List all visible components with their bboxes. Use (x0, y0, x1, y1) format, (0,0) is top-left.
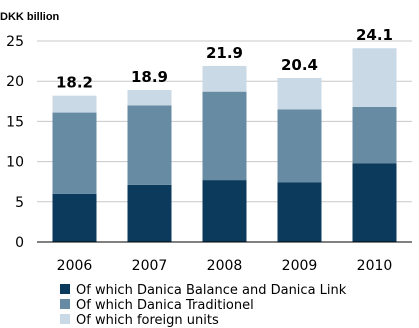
y-tick-label: 0 (15, 235, 24, 251)
bar-segment-2 (277, 109, 322, 183)
bar-segment-3 (127, 90, 172, 106)
bar-segment-1 (277, 182, 322, 242)
y-tick-label: 25 (6, 34, 24, 50)
y-tick-label: 15 (6, 114, 24, 130)
bar-totals: 18.2 18.9 21.9 20.4 24.1 (56, 26, 393, 91)
y-tick-label: 5 (15, 195, 24, 211)
bar-total-label: 18.9 (131, 68, 168, 86)
x-tick-label: 2006 (57, 258, 93, 274)
x-tick-label: 2007 (132, 258, 168, 274)
bar-segment-2 (52, 112, 97, 194)
legend-swatch (60, 314, 70, 324)
y-tick-label: 20 (6, 74, 24, 90)
y-tick-label: 10 (6, 155, 24, 171)
bar-total-label: 18.2 (56, 74, 93, 92)
x-axis-ticks: 2006 2007 2008 2009 2010 (57, 258, 393, 274)
bar-segment-3 (52, 95, 97, 113)
bar-segment-3 (352, 48, 397, 107)
bar-segment-2 (352, 106, 397, 164)
x-tick-label: 2010 (357, 258, 393, 274)
bar-segment-1 (127, 184, 172, 242)
bar-segment-3 (202, 65, 247, 92)
bars (52, 48, 397, 242)
bar-segment-2 (127, 105, 172, 185)
y-axis-ticks: 0 5 10 15 20 25 (6, 34, 24, 251)
bar-total-label: 24.1 (356, 26, 393, 44)
legend-swatch (60, 299, 70, 309)
legend-entry: Of which foreign units (76, 313, 219, 328)
bar-segment-1 (202, 180, 247, 242)
legend: Of which Danica Balance and Danica LinkO… (60, 283, 347, 328)
bar-total-label: 20.4 (281, 56, 318, 74)
legend-entry: Of which Danica Traditionel (76, 298, 254, 313)
legend-swatch (60, 284, 70, 294)
legend-entry: Of which Danica Balance and Danica Link (76, 283, 347, 298)
bar-total-label: 21.9 (206, 44, 243, 62)
bar-segment-1 (352, 163, 397, 242)
bar-segment-2 (202, 91, 247, 181)
x-tick-label: 2008 (207, 258, 243, 274)
unit-label: DKK billion (0, 11, 60, 23)
bar-segment-3 (277, 77, 322, 110)
x-tick-label: 2009 (282, 258, 318, 274)
bar-segment-1 (52, 193, 97, 242)
